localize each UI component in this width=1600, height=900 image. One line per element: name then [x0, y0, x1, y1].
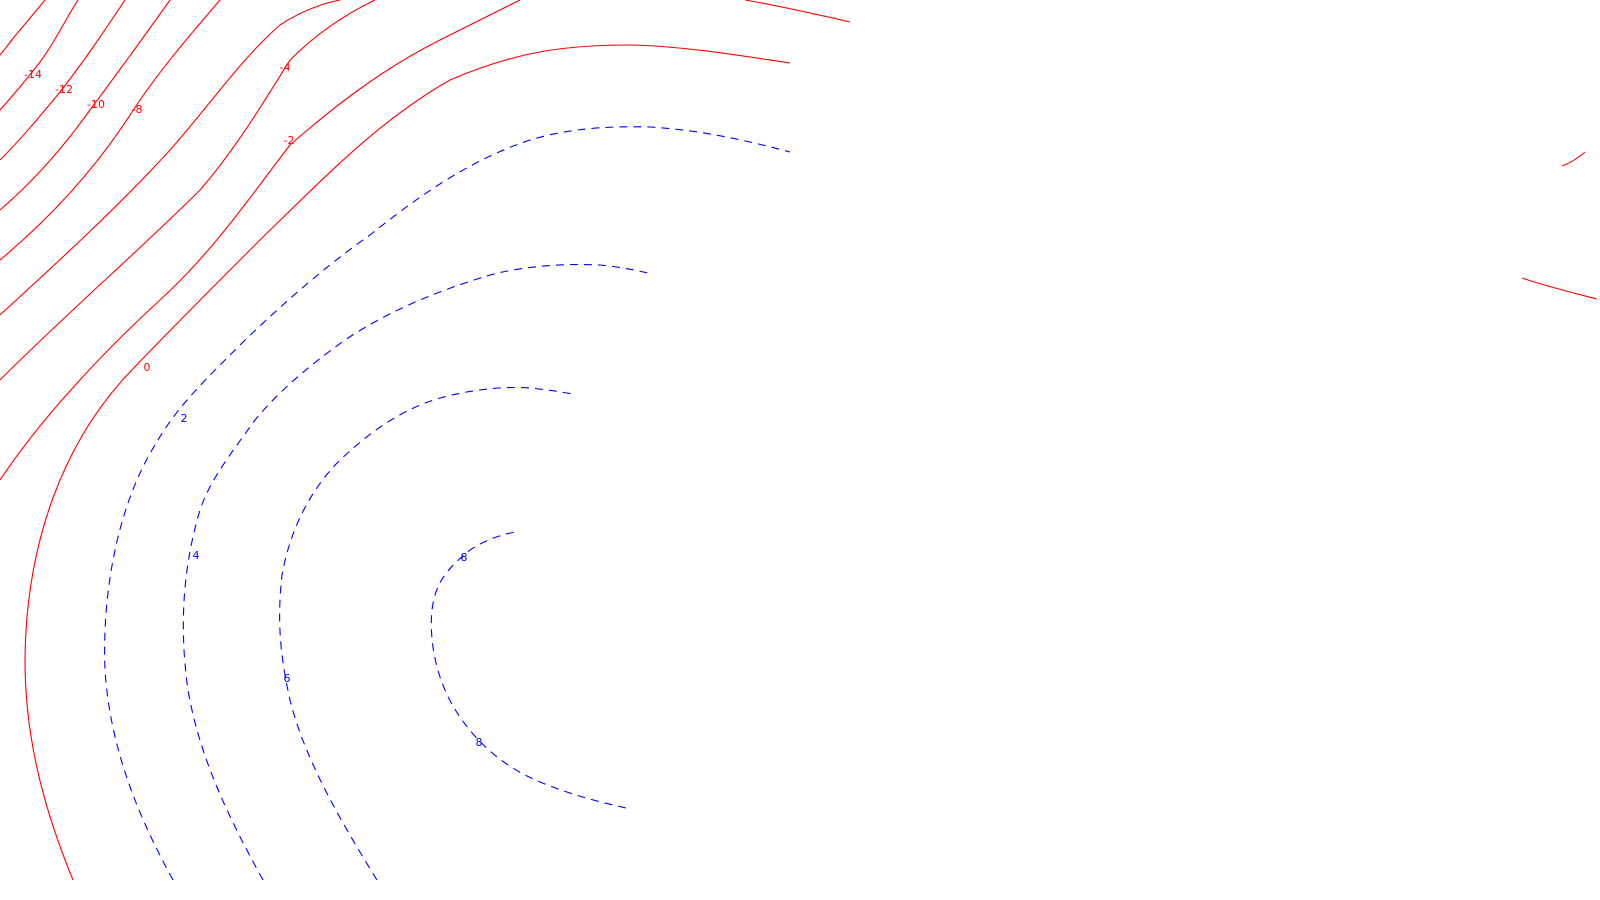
- contour-line-neg16: [0, 39, 13, 56]
- contour-line-neg14: [0, 0, 79, 111]
- contour-label-neg4: -4: [280, 61, 291, 74]
- contour-label-zero: 0: [144, 361, 151, 374]
- contour-line-neg10: [0, 0, 171, 211]
- contour-label-neg10: -10: [87, 98, 105, 111]
- contour-line-neg2: [0, 0, 521, 481]
- contour-line-right-lower: [1521, 277, 1598, 300]
- contour-line-neg8: [0, 0, 221, 261]
- contour-label-pos6: 6: [284, 672, 291, 685]
- contour-label-pos8: 8: [461, 551, 468, 564]
- contour-line-neg12: [0, 0, 126, 161]
- contour-line-pos4: [182, 263, 649, 881]
- contour-line-neg4: [0, 0, 376, 381]
- contour-line-pos8: [430, 531, 627, 809]
- contour-line-zero: [24, 44, 791, 881]
- contour-labels: -14 -12 -10 -8 -4 -2 0 2 4 6 8 8: [24, 61, 482, 749]
- contour-label-pos4: 4: [193, 549, 200, 562]
- contour-line-neg16b: [9, 0, 46, 43]
- contour-label-neg14: -14: [24, 68, 42, 81]
- contour-label-neg8: -8: [132, 103, 143, 116]
- contour-line-pos2: [104, 126, 791, 881]
- contour-line-neg6: [0, 0, 341, 316]
- contour-label-neg2: -2: [284, 134, 295, 147]
- contour-line-neg2-upper: [744, 0, 851, 23]
- contour-line-pos6: [279, 386, 573, 881]
- contour-line-right-upper: [1561, 151, 1586, 167]
- contour-label-neg12: -12: [55, 83, 73, 96]
- contour-label-pos2: 2: [181, 412, 188, 425]
- contour-label-pos8-b: 8: [476, 736, 483, 749]
